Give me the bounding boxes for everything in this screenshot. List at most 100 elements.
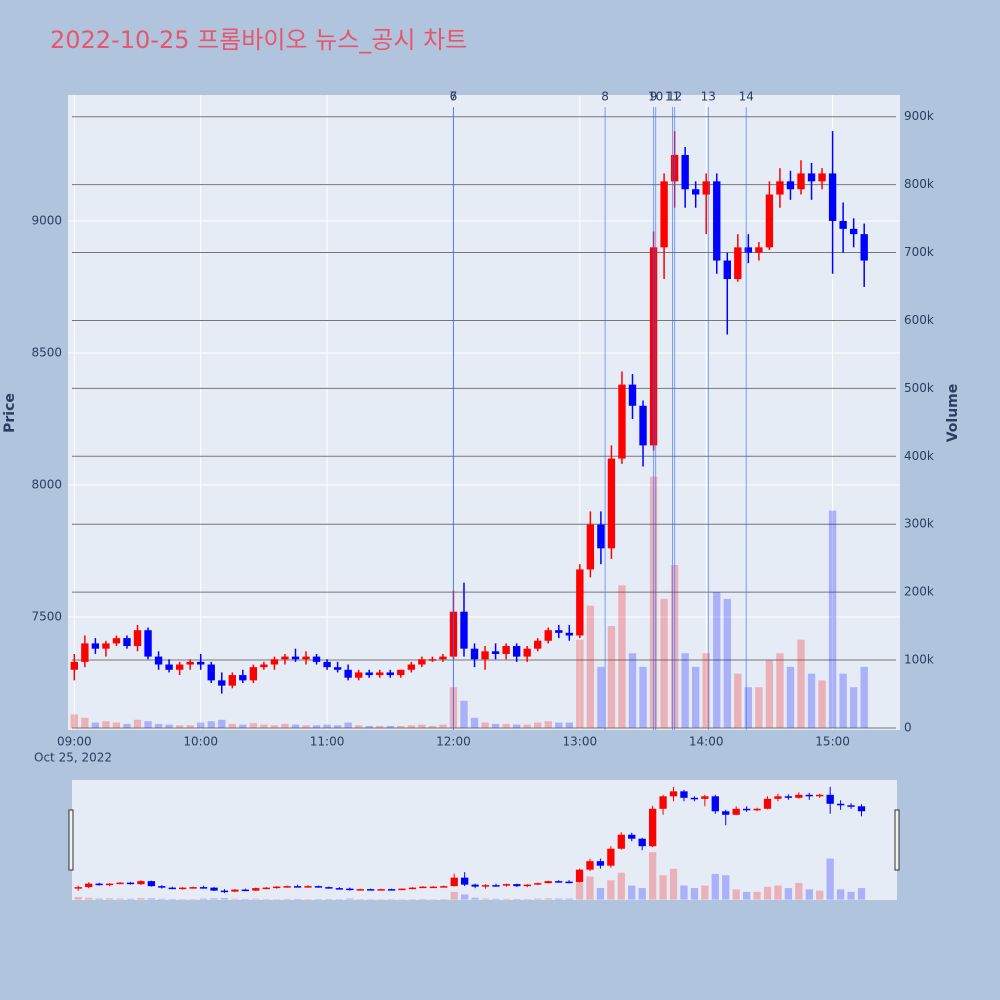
slider-candle-body <box>795 794 803 798</box>
volume-bar <box>376 725 384 728</box>
slider-candle-body <box>774 796 782 799</box>
volume-bar <box>70 714 79 728</box>
slider-candle-body <box>231 889 239 892</box>
candle-body <box>723 260 731 280</box>
volume-bar <box>755 687 763 728</box>
slider-volume-bar <box>534 898 542 900</box>
volume-bar <box>860 666 868 728</box>
range-handle[interactable] <box>68 809 74 871</box>
y-tick-label: 8500 <box>31 345 62 359</box>
volume-bar <box>281 723 289 728</box>
slider-volume-bar <box>481 898 490 900</box>
slider-candle-body <box>158 886 166 888</box>
slider-candle-body <box>701 796 709 799</box>
slider-candle-body <box>398 888 406 891</box>
slider-candle-body <box>189 887 197 889</box>
slider-volume-bar <box>722 875 730 900</box>
slider-candle-body <box>523 884 531 887</box>
volume-bar <box>397 725 405 728</box>
candle-body <box>765 194 774 248</box>
candle-body <box>828 173 837 221</box>
candle-body <box>323 661 331 668</box>
slider-candle-body <box>252 888 260 891</box>
volume-bar <box>849 687 858 728</box>
volume-bar <box>91 722 100 728</box>
candle-body <box>481 651 489 660</box>
plot-area <box>68 95 900 730</box>
slider-volume-bar <box>314 899 323 900</box>
slider-volume-bar <box>231 898 239 900</box>
slider-volume-bar <box>252 898 260 900</box>
candle-body <box>428 659 437 661</box>
volume-bar <box>165 724 173 728</box>
volume-bar <box>249 723 258 728</box>
slider-volume-bar <box>586 876 594 900</box>
volume-bar <box>502 723 510 728</box>
slider-candle-body <box>461 877 469 885</box>
event-label: 13 <box>701 90 716 104</box>
candle-body <box>239 675 247 681</box>
slider-volume-bar <box>607 880 615 900</box>
y2-tick-label: 0 <box>904 720 912 734</box>
volume-bar <box>481 722 489 728</box>
candle-body <box>565 632 573 636</box>
slider-volume-bar <box>168 898 176 900</box>
event-label: 7 <box>450 90 458 104</box>
volume-bar <box>828 510 837 728</box>
volume-bar <box>154 723 163 728</box>
candle-body <box>786 181 795 190</box>
volume-bar <box>270 725 279 728</box>
slider-candle-body <box>544 881 552 884</box>
candle-body <box>470 648 479 660</box>
range-slider[interactable] <box>72 780 897 900</box>
candle-body <box>860 234 868 261</box>
candle-body <box>165 664 173 670</box>
volume-bar <box>807 673 816 728</box>
volume-bar <box>144 721 152 728</box>
slider-volume-bar <box>816 890 824 900</box>
slider-candle-body <box>680 791 688 798</box>
slider-candle-body <box>377 889 385 891</box>
volume-bar <box>818 680 826 728</box>
slider-volume-bar <box>554 898 563 900</box>
slider-candle-body <box>74 887 82 889</box>
candle-body <box>639 405 647 446</box>
candle-body <box>344 669 352 678</box>
slider-volume-bar <box>283 898 291 900</box>
y2-tick-label: 600k <box>904 313 934 327</box>
candle-body <box>660 181 668 248</box>
volume-bar <box>776 653 784 728</box>
slider-volume-bar <box>659 875 667 900</box>
candle-body <box>460 611 468 649</box>
slider-candle-body <box>450 877 458 887</box>
volume-bar <box>386 725 394 728</box>
slider-volume-bar <box>753 891 761 900</box>
slider-volume-bar <box>680 885 688 900</box>
volume-bar <box>260 724 268 728</box>
range-handle[interactable] <box>894 809 900 871</box>
slider-volume-bar <box>836 889 845 900</box>
slider-candle-body <box>575 869 584 883</box>
event-label: 8 <box>601 90 609 104</box>
candle-body <box>249 667 258 681</box>
event-label: 12 <box>667 90 682 104</box>
slider-candle-body <box>335 888 343 890</box>
candle-body <box>112 638 121 644</box>
candle-body <box>81 643 89 662</box>
slider-volume-bar <box>701 885 709 900</box>
slider-candle-body <box>273 886 281 889</box>
volume-bar <box>470 717 479 728</box>
candle-body <box>386 672 394 676</box>
slider-candle-body <box>408 887 417 890</box>
slider-candle-body <box>241 889 250 892</box>
slider-candle-body <box>596 861 605 866</box>
slider-candle-body <box>262 887 270 890</box>
volume-bar <box>186 725 194 728</box>
candle-body <box>354 672 363 678</box>
slider-candle-body <box>763 798 772 809</box>
candle-body <box>144 630 152 657</box>
x-tick-label: 15:00 <box>815 735 850 749</box>
candle-body <box>744 247 753 253</box>
slider-volume-bar <box>147 898 156 900</box>
